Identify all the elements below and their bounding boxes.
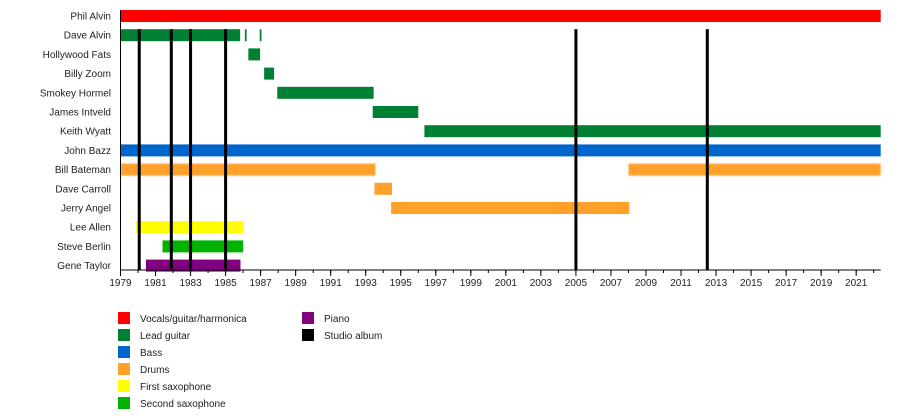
member-label: James Intveld <box>49 108 111 119</box>
x-tick-label: 1993 <box>355 278 378 289</box>
member-bar-piano <box>145 259 241 272</box>
member-bar-lead <box>372 106 419 118</box>
x-tick-label: 2011 <box>670 278 692 289</box>
member-label: Jerry Angel <box>61 204 111 215</box>
member-bar-lead <box>264 67 275 80</box>
legend-label-album: Studio album <box>324 331 382 342</box>
member-bar-bass <box>120 144 881 157</box>
studio-album-line <box>189 29 193 271</box>
x-tick-label: 2005 <box>565 278 588 289</box>
member-label: John Bazz <box>64 146 111 157</box>
member-bar-lead <box>120 29 241 42</box>
member-label: Gene Taylor <box>57 261 111 272</box>
legend-label-sax1: First saxophone <box>140 382 212 393</box>
legend-swatch-piano <box>302 312 314 324</box>
x-tick-label: 1987 <box>250 278 273 289</box>
legend-label-lead: Lead guitar <box>140 331 191 342</box>
member-label: Phil Alvin <box>70 12 111 23</box>
studio-album-line <box>137 29 141 271</box>
x-tick-label: 2021 <box>845 278 868 289</box>
member-label: Smokey Hormel <box>40 88 111 99</box>
x-tick-label: 1981 <box>144 278 167 289</box>
member-bar-drums <box>120 163 376 176</box>
x-tick-label: 2015 <box>740 278 763 289</box>
x-tick-label: 2017 <box>775 278 798 289</box>
member-bar-lead <box>424 125 881 138</box>
legend-label-drums: Drums <box>140 365 169 376</box>
member-label: Hollywood Fats <box>43 50 111 61</box>
x-tick-label: 1985 <box>214 278 237 289</box>
x-tick-label: 2001 <box>495 278 518 289</box>
member-label: Billy Zoom <box>64 69 111 80</box>
member-label: Steve Berlin <box>57 242 111 253</box>
x-tick-label: 1991 <box>320 278 343 289</box>
legend-swatch-vocals <box>118 312 130 324</box>
x-tick-label: 2009 <box>635 278 658 289</box>
member-bar-vocals <box>120 10 881 22</box>
x-tick-label: 1989 <box>285 278 308 289</box>
member-label: Dave Carroll <box>55 184 111 195</box>
studio-album-line <box>705 29 709 271</box>
x-tick-label: 2013 <box>705 278 728 289</box>
legend-swatch-sax1 <box>118 380 130 392</box>
member-bar-lead <box>259 29 262 42</box>
legend-label-sax2: Second saxophone <box>140 399 226 410</box>
legend-swatch-bass <box>118 346 130 358</box>
member-bar-lead <box>248 48 261 61</box>
studio-album-line <box>574 29 578 271</box>
x-tick-label: 2019 <box>810 278 833 289</box>
x-tick-label: 1979 <box>109 278 132 289</box>
legend-label-vocals: Vocals/guitar/harmonica <box>140 314 247 325</box>
studio-album-line <box>169 29 173 271</box>
legend-swatch-drums <box>118 363 130 375</box>
x-tick-label: 1995 <box>390 278 413 289</box>
legend-label-bass: Bass <box>140 348 162 359</box>
member-label: Keith Wyatt <box>60 127 111 138</box>
member-bar-drums <box>374 182 392 195</box>
x-tick-label: 1997 <box>425 278 448 289</box>
member-label: Dave Alvin <box>64 31 111 42</box>
member-label: Lee Allen <box>70 223 111 234</box>
member-bar-lead <box>277 86 374 99</box>
legend-swatch-lead <box>118 329 130 341</box>
legend-label-piano: Piano <box>324 314 350 325</box>
x-tick-label: 1983 <box>179 278 202 289</box>
member-bar-drums <box>628 163 881 176</box>
studio-album-line <box>224 29 228 271</box>
member-bar-lead <box>244 29 247 42</box>
legend-swatch-sax2 <box>118 397 130 409</box>
x-tick-label: 2007 <box>600 278 623 289</box>
member-bar-drums <box>391 202 630 214</box>
member-bar-sax2 <box>162 240 244 253</box>
x-tick-label: 2003 <box>530 278 553 289</box>
legend-swatch-album <box>302 329 314 341</box>
x-tick-label: 1999 <box>460 278 483 289</box>
member-label: Bill Bateman <box>55 165 111 176</box>
